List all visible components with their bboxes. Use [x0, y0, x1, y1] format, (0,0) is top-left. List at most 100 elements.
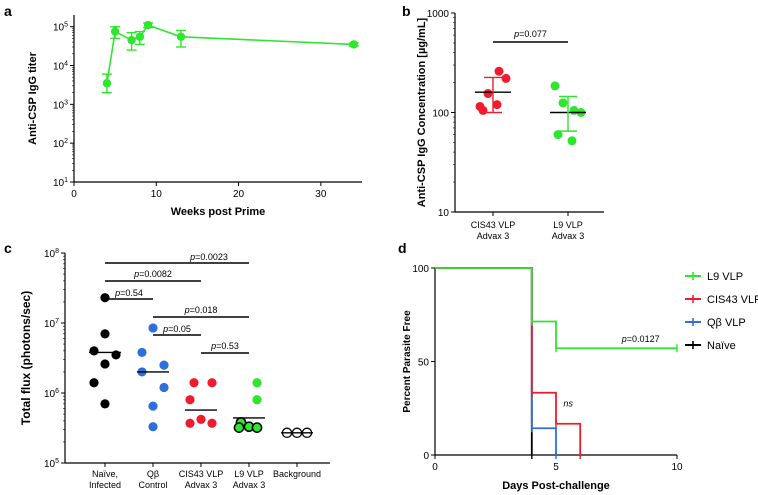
data-point-c-2-1 — [207, 378, 217, 388]
x-tick-label-c-4-1: Background — [273, 469, 321, 479]
data-point-b-1-4 — [553, 130, 563, 140]
data-point-b-1-1 — [558, 98, 568, 108]
data-point-c-2-3 — [196, 414, 206, 424]
data-point-c-0-0 — [100, 293, 110, 303]
y-tick-label-a-3: 104 — [53, 61, 68, 73]
data-point-a-1 — [110, 27, 120, 36]
panel-letter-d: d — [398, 240, 407, 256]
panel-d: 0 50 100 0 5 10 Days Post-challenge Percent Par… — [402, 264, 758, 492]
data-point-b-0-5 — [492, 100, 502, 110]
data-point-c-0-4 — [100, 359, 110, 369]
data-point-c-2-4 — [185, 418, 195, 428]
x-tick-label-c-2-1: CIS43 VLP — [179, 469, 224, 479]
x-tick-label-a-2: 20 — [233, 189, 245, 200]
data-point-b-0-1 — [483, 89, 493, 99]
y-tick-label-b-0: 10 — [438, 208, 450, 219]
y-axis-label-b: Anti-CSP IgG Concentration [µg/mL] — [416, 17, 428, 207]
y-tick-label-a-4: 105 — [53, 22, 68, 34]
data-point-a-4 — [143, 20, 153, 30]
p-value-b: p=0.077 — [513, 29, 547, 39]
data-point-c-0-6 — [100, 399, 110, 409]
y-tick-label-c-3: 108 — [44, 248, 59, 260]
panel-letter-b: b — [402, 3, 411, 19]
y-tick-label-b-2: 1000 — [427, 9, 450, 20]
data-point-a-6 — [349, 40, 358, 49]
y-tick-label-c-1: 106 — [44, 388, 59, 400]
x-tick-label-c-2-2: Advax 3 — [185, 480, 218, 490]
legend-label-0: L9 VLP — [707, 271, 743, 283]
x-tick-label-a-1: 10 — [151, 189, 163, 200]
data-point-c-3-4 — [233, 422, 245, 433]
data-point-c-3-0 — [252, 378, 262, 388]
x-tick-label-c-1-2: Control — [138, 480, 167, 490]
data-point-a-0 — [102, 79, 112, 88]
p-value-c-4: p=0.05 — [162, 324, 191, 334]
panel-letter-a: a — [4, 3, 12, 19]
data-point-b-0-4 — [478, 105, 488, 115]
p-value-c-0: p=0.0023 — [189, 252, 228, 262]
survival-line-2 — [435, 267, 557, 455]
panel-a: 101 102 103 104 105 0 10 20 30 Weeks post Prime An… — [27, 15, 362, 218]
data-point-b-0-2 — [494, 66, 504, 76]
data-point-c-0-5 — [89, 378, 99, 388]
data-point-c-2-5 — [207, 418, 217, 428]
y-tick-label-a-1: 102 — [53, 138, 68, 150]
y-tick-label-c-2: 107 — [44, 318, 59, 330]
p-value-c-1: p=0.0082 — [133, 269, 172, 279]
data-point-c-1-4 — [159, 382, 169, 393]
series-line-a — [106, 24, 354, 84]
p-value-c-3: p=0.018 — [184, 305, 218, 315]
y-axis-label-a: Anti-CSP IgG titer — [27, 51, 39, 144]
survival-line-3 — [435, 267, 533, 455]
x-axis-label-d: Days Post-challenge — [502, 480, 610, 492]
y-tick-label-d-1: 50 — [418, 358, 430, 369]
data-point-a-5 — [176, 32, 186, 41]
y-tick-label-a-2: 103 — [53, 99, 68, 111]
data-point-c-1-6 — [148, 422, 158, 432]
data-point-b-1-0 — [550, 81, 560, 91]
x-tick-label-b-0-2: Advax 3 — [477, 231, 510, 241]
x-tick-label-c-0-2: Infected — [89, 480, 121, 490]
panel-c: 105 106 107 108 Total flux (photons/sec) Naïv… — [19, 248, 330, 490]
data-point-c-0-2 — [89, 346, 99, 356]
y-axis-label-d: Percent Parasite Free — [402, 310, 413, 413]
x-tick-label-d-2: 10 — [671, 462, 683, 473]
data-point-c-2-0 — [189, 378, 199, 388]
survival-line-0 — [435, 267, 677, 350]
x-tick-label-a-3: 30 — [315, 189, 327, 200]
data-point-a-2 — [127, 35, 136, 45]
x-tick-label-c-0-1: Naïve, — [92, 469, 118, 479]
data-point-c-3-5 — [251, 422, 263, 433]
y-tick-label-b-1: 100 — [432, 109, 449, 120]
data-point-b-1-5 — [567, 136, 577, 146]
p-value-c-2: p=0.54 — [114, 288, 143, 298]
panel-letter-c: c — [4, 240, 12, 256]
data-point-a-3 — [135, 32, 145, 41]
data-point-c-0-3 — [111, 350, 121, 360]
data-point-c-2-2 — [185, 395, 195, 405]
data-point-c-1-2 — [159, 360, 169, 370]
x-tick-label-d-1: 5 — [553, 462, 559, 473]
legend-label-3: Naïve — [707, 340, 736, 352]
data-point-c-0-1 — [100, 329, 110, 339]
x-tick-label-c-1-1: Qβ — [147, 469, 159, 479]
ns-label-d: ns — [563, 398, 573, 408]
y-tick-label-d-0: 0 — [423, 451, 429, 462]
x-tick-label-c-3-1: L9 VLP — [234, 469, 264, 479]
data-point-c-3-1 — [252, 395, 262, 405]
x-tick-label-b-1-1: L9 VLP — [553, 220, 583, 230]
legend-label-1: CIS43 VLP — [707, 294, 758, 306]
y-axis-label-c: Total flux (photons/sec) — [19, 291, 33, 425]
y-tick-label-d-2: 100 — [412, 264, 429, 275]
x-tick-label-b-1-2: Advax 3 — [552, 231, 585, 241]
data-point-b-0-3 — [501, 73, 511, 83]
x-axis-label-a: Weeks post Prime — [171, 206, 266, 218]
data-point-c-1-1 — [137, 347, 147, 358]
p-value-c-5: p=0.53 — [210, 341, 239, 351]
data-point-c-1-5 — [148, 401, 158, 411]
y-tick-label-c-0: 105 — [44, 458, 59, 470]
x-tick-label-c-3-2: Advax 3 — [233, 480, 266, 490]
x-tick-label-d-0: 0 — [432, 462, 438, 473]
